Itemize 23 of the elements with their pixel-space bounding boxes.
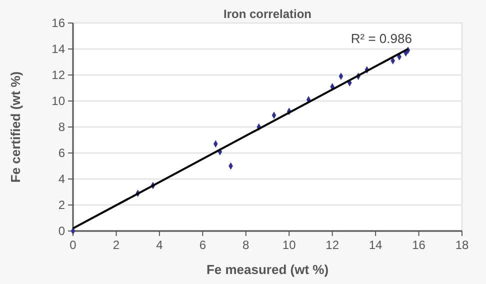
x-tick-label: 14	[368, 238, 383, 252]
annotation: R² = 0.986	[350, 31, 412, 46]
y-tick-label: 6	[58, 146, 66, 160]
x-tick-label: 2	[112, 238, 120, 252]
y-tick-label: 4	[58, 172, 66, 186]
x-tick-label: 8	[242, 238, 250, 252]
x-tick-label: 18	[455, 238, 469, 252]
x-tick-label: 12	[326, 238, 340, 252]
x-tick-label: 4	[156, 238, 164, 252]
y-tick-label: 2	[58, 198, 66, 212]
x-tick-label: 0	[70, 238, 77, 252]
chart-title: Iron correlation	[223, 7, 312, 21]
y-tick-label: 8	[58, 120, 66, 134]
y-tick-label: 14	[52, 42, 66, 56]
y-tick-label: 10	[52, 94, 66, 108]
y-tick-label: 16	[52, 16, 66, 30]
y-tick-label: 12	[52, 68, 66, 82]
y-axis-title: Fe certified (wt %)	[8, 71, 23, 183]
x-tick-label: 10	[282, 238, 296, 252]
y-tick-label: 0	[58, 224, 66, 238]
x-tick-label: 6	[199, 238, 206, 252]
x-tick-label: 16	[412, 238, 426, 252]
x-axis-title: Fe measured (wt %)	[206, 262, 329, 277]
